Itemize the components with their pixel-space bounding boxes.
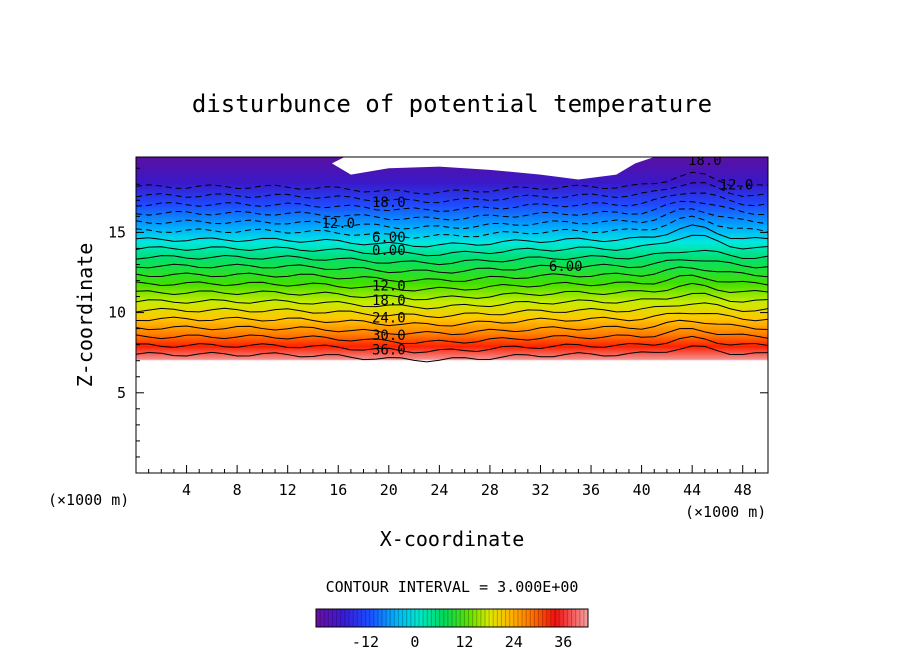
contour-line: [136, 182, 768, 204]
contour-line: [136, 215, 768, 239]
contour-label: 0.00: [372, 243, 406, 259]
x-tick-label: 24: [430, 481, 448, 499]
x-tick-label: 8: [233, 481, 242, 499]
plot-area: 18.012.06.000.006.0012.018.024.030.036.0…: [136, 153, 768, 473]
colorbar-tick-label: 12: [455, 633, 473, 651]
x-axis-label: X-coordinate: [380, 527, 525, 551]
contour-label: 18.0: [688, 153, 722, 169]
contour-labels: 18.012.06.000.006.0012.018.024.030.036.0…: [321, 153, 754, 358]
contour-line: [136, 274, 768, 292]
contour-line: [136, 282, 768, 301]
contour-line: [136, 328, 768, 345]
x-tick-label: 4: [182, 481, 191, 499]
colorbar-ticks: -12 0 12 24 36: [352, 633, 572, 651]
y-axis: 5 10 15: [108, 167, 768, 458]
contour-line: [136, 319, 768, 336]
contour-line: [136, 192, 768, 213]
x-unit-left: (×1000 m): [48, 491, 129, 509]
y-tick-label: 10: [108, 304, 126, 322]
data-gap-top: [136, 157, 768, 180]
contour-lines: [136, 171, 768, 363]
x-tick-label: 20: [380, 481, 398, 499]
x-tick-label: 36: [582, 481, 600, 499]
contour-label: 18.0: [372, 293, 406, 309]
y-axis-label: Z-coordinate: [73, 243, 97, 388]
x-axis: 4 8 12 16 20 24 28 32 36 40 44 48: [148, 465, 756, 499]
temperature-field: [136, 157, 768, 473]
x-tick-label: 48: [734, 481, 752, 499]
contour-interval-note: CONTOUR INTERVAL = 3.000E+00: [326, 578, 579, 596]
colorbar-tick-label: 24: [505, 633, 523, 651]
y-tick-label: 15: [108, 223, 126, 241]
contour-line: [136, 345, 768, 363]
contour-line: [136, 171, 768, 195]
contour-label: 18.0: [372, 195, 406, 211]
contour-label: 12.0: [321, 216, 355, 232]
colorbar-tick-label: -12: [352, 633, 379, 651]
contour-line: [136, 208, 768, 230]
contour-line: [136, 234, 768, 257]
contour-line: [136, 259, 768, 274]
colorbar-tick-label: 36: [554, 633, 572, 651]
x-tick-label: 44: [683, 481, 701, 499]
contour-label: 12.0: [372, 278, 406, 294]
x-tick-label: 16: [329, 481, 347, 499]
contour-label: 12.0: [720, 177, 754, 193]
contour-line: [136, 224, 768, 248]
contour-line: [136, 302, 768, 319]
x-tick-label: 40: [633, 481, 651, 499]
y-tick-label: 5: [117, 384, 126, 402]
contour-label: 30.0: [372, 328, 406, 344]
colorbar-tick-label: 0: [410, 633, 419, 651]
x-tick-label: 12: [279, 481, 297, 499]
contour-line: [136, 266, 768, 283]
colorbar: [315, 608, 589, 628]
colorbar-bands: [319, 609, 585, 627]
contour-line: [136, 200, 768, 221]
contour-label: 24.0: [372, 310, 406, 326]
contour-label: 6.00: [372, 230, 406, 246]
chart-title: disturbunce of potential temperature: [192, 90, 712, 118]
contour-label: 6.00: [549, 259, 583, 275]
x-tick-label: 32: [531, 481, 549, 499]
contour-line: [136, 335, 768, 354]
contour-line: [136, 249, 768, 266]
contour-label: 36.0: [372, 342, 406, 358]
x-tick-label: 28: [481, 481, 499, 499]
contour-line: [136, 312, 768, 327]
contour-line: [136, 292, 768, 310]
x-unit-right: (×1000 m): [685, 503, 766, 521]
